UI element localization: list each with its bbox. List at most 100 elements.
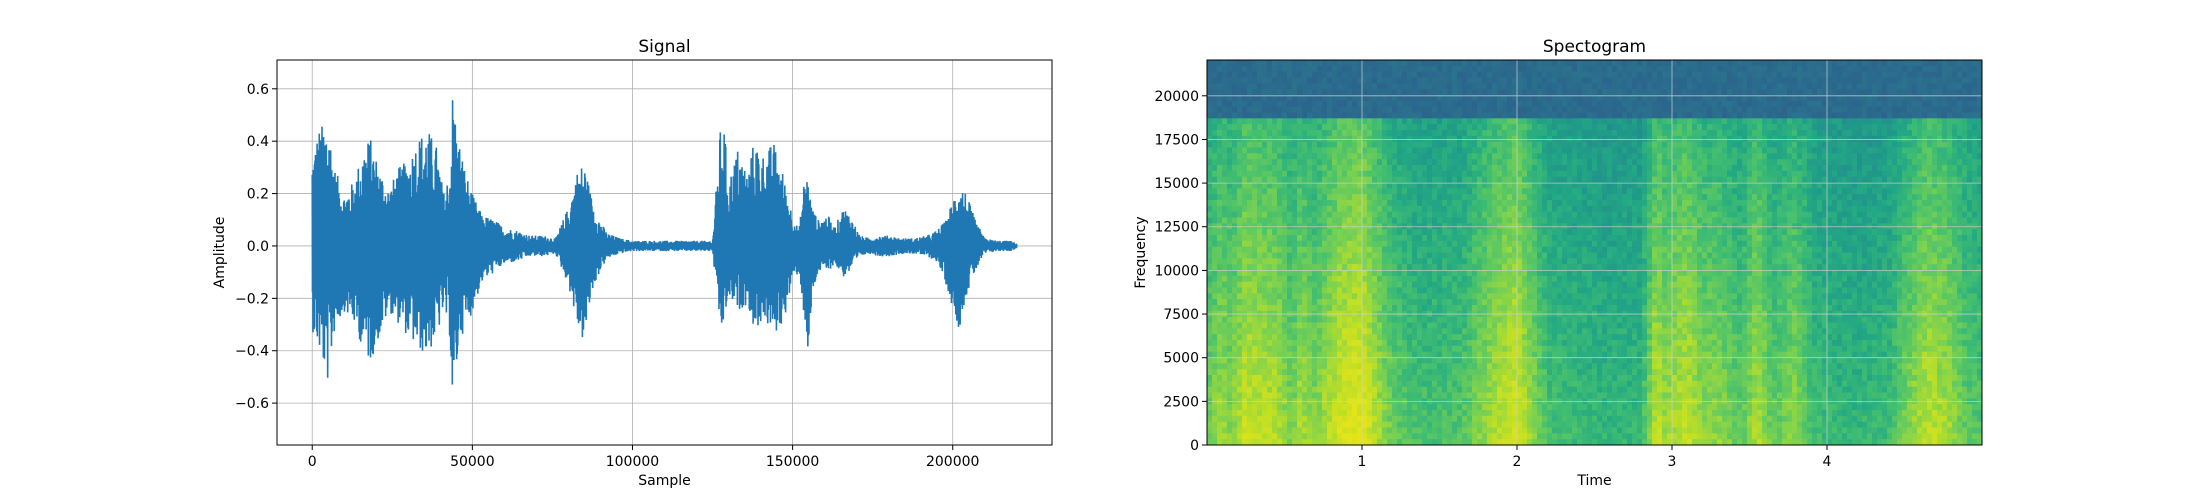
spectrogram-cell (1342, 217, 1348, 224)
spectrogram-cell (1442, 176, 1448, 184)
spectrogram-cell (1522, 427, 1528, 434)
spectrogram-cell (1222, 270, 1228, 277)
spectrogram-cell (1422, 200, 1428, 207)
spectrogram-cell (1217, 165, 1223, 172)
spectrogram-cell (1562, 427, 1568, 434)
spectrogram-cell (1362, 118, 1368, 125)
spectrogram-cell (1237, 200, 1243, 207)
spectrogram-cell (1312, 427, 1318, 434)
spectrogram-cell (1577, 188, 1583, 195)
spectrogram-cell (1367, 340, 1373, 347)
spectrogram-cell (1577, 328, 1583, 335)
spectrogram-cell (1517, 345, 1523, 353)
spectrogram-cell (1452, 299, 1458, 306)
spectrogram-cell (1242, 141, 1248, 149)
spectrogram-cell (1257, 83, 1263, 90)
spectrogram-cell (1262, 112, 1268, 119)
spectrogram-cell (1492, 415, 1498, 423)
spectrogram-cell (1527, 235, 1533, 242)
signal-x-tick-label: 150000 (766, 454, 819, 470)
spectrogram-cell (1417, 83, 1423, 90)
spectrogram-cell (1352, 433, 1358, 440)
spectrogram-cell (1487, 205, 1493, 213)
spectrogram-cell (1577, 305, 1583, 312)
spectrogram-cell (1537, 217, 1543, 224)
spectrogram-cell (1462, 375, 1468, 382)
spectrogram-cell (1487, 124, 1493, 131)
spectrogram-cell (1372, 421, 1378, 429)
spectrogram-cell (1277, 439, 1283, 445)
spectrogram-cell (1237, 65, 1243, 73)
spectrogram-cell (1422, 380, 1428, 388)
spectrogram-cell (1527, 60, 1533, 67)
spectrogram-cell (1297, 246, 1303, 254)
spectrogram-cell (1472, 380, 1478, 388)
spectrogram-cell (1362, 83, 1368, 90)
spectrogram-cell (1237, 258, 1243, 265)
spectrogram-cell (1522, 264, 1528, 271)
spectrogram-cell (1577, 270, 1583, 277)
spectrogram-cell (1482, 153, 1488, 160)
spectrogram-cell (1267, 427, 1273, 434)
spectrogram-cell (1547, 106, 1553, 114)
spectrogram-cell (1282, 205, 1288, 213)
spectrogram-cell (1547, 345, 1553, 353)
spectrogram-cell (1542, 439, 1548, 445)
spectrogram-cell (1567, 415, 1573, 423)
spectrogram-cell (1552, 345, 1558, 353)
spectrogram-cell (1367, 205, 1373, 213)
spectrogram-cell (1502, 65, 1508, 73)
spectrogram-cell (1452, 89, 1458, 96)
spectrogram-cell (1472, 258, 1478, 265)
spectrogram-cell (1532, 89, 1538, 96)
spectrogram-cell (1217, 316, 1223, 324)
spectrogram-cell (1402, 281, 1408, 289)
spectrogram-cell (1502, 165, 1508, 172)
spectrogram-cell (1482, 363, 1488, 370)
spectrogram-cell (1557, 211, 1563, 219)
spectrogram-cell (1282, 439, 1288, 445)
spectrogram-cell (1222, 357, 1228, 364)
spectrogram-cell (1467, 293, 1473, 300)
spectrogram-cell (1217, 83, 1223, 90)
spectrogram-cell (1382, 439, 1388, 445)
spectrogram-cell (1232, 351, 1238, 359)
spectrogram-cell (1552, 392, 1558, 399)
spectrogram-cell (1387, 65, 1393, 73)
spectrogram-cell (1452, 188, 1458, 195)
spectrogram-cell (1222, 124, 1228, 131)
spectrogram-cell (1452, 235, 1458, 242)
spectrogram-cell (1237, 106, 1243, 114)
spectrogram-cell (1332, 211, 1338, 219)
spectrogram-cell (1207, 363, 1213, 370)
spectrogram-cell (1412, 357, 1418, 364)
spectrogram-cell (1232, 106, 1238, 114)
spectrogram-cell (1567, 89, 1573, 96)
spectrogram-cell (1222, 165, 1228, 172)
spectrogram-cell (1497, 369, 1503, 376)
spectrogram-cell (1267, 229, 1273, 236)
spectrogram-cell (1512, 159, 1518, 166)
spectrogram-cell (1252, 159, 1258, 166)
spectrogram-cell (1407, 130, 1413, 137)
spectrogram-cell (1352, 363, 1358, 370)
spectrogram-cell (1562, 287, 1568, 294)
spectrogram-cell (1432, 433, 1438, 440)
spectrogram-cell (1512, 100, 1518, 108)
signal-y-tick-label: 0.2 (247, 187, 269, 203)
spectrogram-cell (1412, 439, 1418, 445)
spectrogram-cell (1227, 65, 1233, 73)
spectrogram-cell (1302, 334, 1308, 341)
spectrogram-cell (1252, 328, 1258, 335)
spectrogram-cell (1477, 153, 1483, 160)
spectrogram-cell (1282, 252, 1288, 259)
spectrogram-cell (1237, 392, 1243, 399)
spectrogram-cell (1212, 345, 1218, 353)
spectrogram-cell (1302, 71, 1308, 79)
spectrogram-cell (1217, 322, 1223, 329)
spectrogram-cell (1392, 392, 1398, 399)
spectrogram-cell (1452, 439, 1458, 445)
spectrogram-cell (1472, 322, 1478, 329)
spectrogram-cell (1352, 410, 1358, 417)
spectrogram-cell (1422, 386, 1428, 394)
